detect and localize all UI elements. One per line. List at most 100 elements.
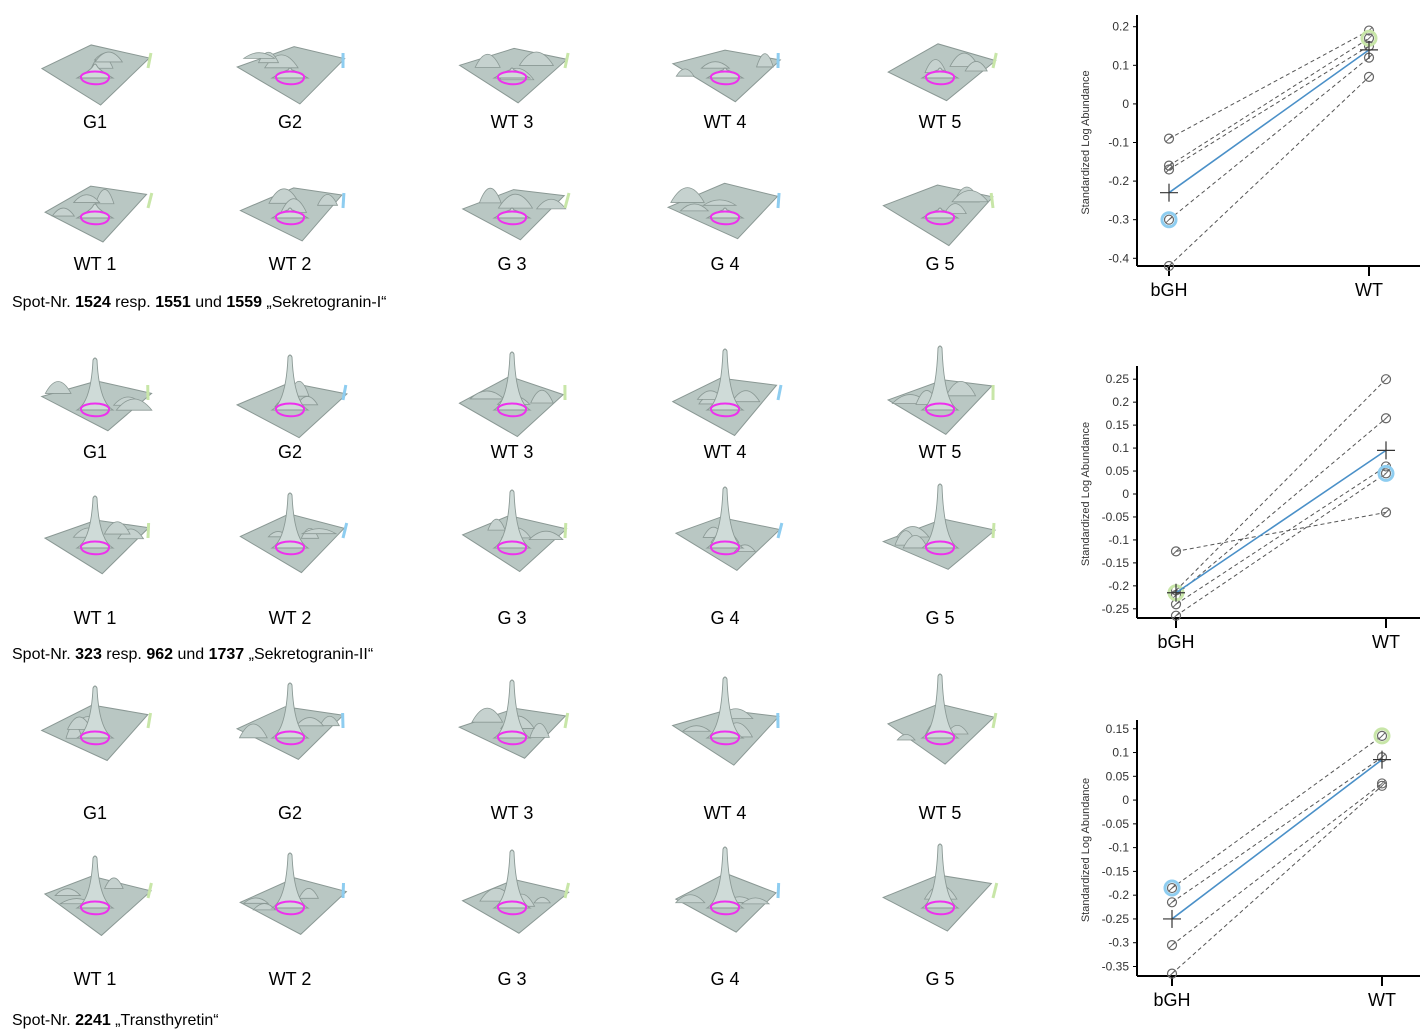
y-tick-label: -0.05 [1102, 510, 1130, 524]
replicate-point [1376, 730, 1388, 741]
replicate-series [1163, 25, 1375, 144]
spot-surface-image [875, 148, 995, 248]
spot-label: WT 4 [703, 442, 747, 462]
spot-label: WT 2 [268, 254, 312, 274]
y-tick-label: -0.1 [1108, 136, 1129, 150]
spot-label: G1 [82, 803, 107, 823]
replicate-point [1166, 882, 1178, 894]
spot-label: WT 3 [490, 803, 534, 823]
spot-label: WT 4 [703, 803, 747, 823]
spot-label: WT 3 [490, 442, 534, 462]
replicate-line [1168, 37, 1370, 167]
spot-label: G2 [277, 803, 302, 823]
replicate-point [1163, 133, 1175, 144]
y-axis-label: Standardized Log Abundance [1080, 70, 1092, 214]
spot-label: G2 [277, 442, 302, 462]
y-tick-label: -0.35 [1102, 959, 1130, 973]
replicate-point [1163, 214, 1175, 225]
spot-label: G1 [82, 442, 107, 462]
spot-surface-image [225, 478, 349, 578]
spot-surface-image [447, 340, 567, 440]
mean-marker [1167, 583, 1185, 602]
spot-label: G 5 [925, 254, 955, 274]
spot-surface-image [660, 340, 783, 440]
spot-surface-image [447, 838, 571, 938]
mean-marker [1163, 909, 1181, 928]
replicate-point [1170, 610, 1182, 621]
spot-label: G 5 [925, 608, 955, 628]
replicate-series [1166, 752, 1388, 908]
y-axis-label: Standardized Log Abundance [1080, 422, 1092, 566]
spot-surface-image [225, 838, 348, 938]
spot-label: G2 [277, 112, 302, 132]
y-tick-label: -0.2 [1108, 579, 1129, 593]
spot-surface-image [447, 8, 570, 108]
spot-surface-image [875, 478, 997, 578]
spot-surface-image [30, 838, 153, 938]
spot-surface-image [660, 148, 781, 248]
x-tick-label: bGH [1157, 632, 1194, 652]
replicate-line [1171, 756, 1383, 903]
caption-3: Spot-Nr. 2241 „Transthyretin“ [12, 1012, 219, 1029]
replicate-series [1163, 71, 1375, 272]
highlight-point [1377, 464, 1395, 482]
y-tick-label: 0.15 [1106, 418, 1130, 432]
replicate-point [1376, 780, 1388, 791]
spot-label: G 4 [710, 608, 740, 628]
replicate-line [1168, 76, 1370, 267]
spot-surface-image [30, 340, 153, 440]
x-tick-label: WT [1372, 632, 1400, 652]
spot-label: WT 1 [73, 254, 117, 274]
y-tick-label: -0.25 [1102, 912, 1130, 926]
replicate-line [1175, 511, 1387, 552]
replicate-series [1170, 413, 1392, 601]
abundance-chart-2: 0.25 0.2 0.15 0.1 0.05 0 -0.05 -0.1 -0.15 -0.2 -0.… [1080, 366, 1420, 652]
replicate-point [1380, 468, 1392, 479]
spot-label: G 3 [497, 254, 527, 274]
spot-surface-image [875, 838, 999, 938]
spot-label: G 3 [497, 969, 527, 989]
caption-1: Spot-Nr. 1524 resp. 1551 und 1559 „Sekre… [12, 294, 387, 311]
spot-surface-image [225, 668, 345, 768]
spot-surface-image [30, 148, 154, 248]
highlight-point [1160, 211, 1178, 229]
spot-label: WT 5 [918, 112, 962, 132]
replicate-point [1163, 164, 1175, 175]
spot-label: WT 1 [73, 969, 117, 989]
caption-2: Spot-Nr. 323 resp. 962 und 1737 „Sekreto… [12, 646, 374, 663]
mean-line [1168, 49, 1370, 194]
y-tick-label: -0.1 [1108, 841, 1129, 855]
spot-surface-image [447, 668, 570, 768]
replicate-point [1363, 71, 1375, 82]
replicate-line [1175, 472, 1387, 617]
replicate-line [1175, 466, 1387, 605]
replicate-line [1171, 785, 1383, 974]
spot-surface-image [225, 8, 346, 108]
spot-surface-image [30, 478, 151, 578]
y-tick-label: 0 [1122, 97, 1129, 111]
replicate-point [1166, 968, 1178, 979]
y-tick-label: -0.3 [1108, 213, 1129, 227]
mean-marker [1377, 441, 1395, 460]
replicate-series [1163, 52, 1375, 225]
y-tick-label: 0.05 [1106, 464, 1130, 478]
replicate-line [1175, 417, 1387, 596]
x-tick-label: WT [1355, 280, 1383, 300]
spot-surface-image [660, 668, 780, 768]
y-tick-label: 0.1 [1112, 441, 1129, 455]
spot-surface-image [447, 478, 568, 578]
replicate-series [1163, 40, 1375, 175]
spot-label: WT 5 [918, 803, 962, 823]
replicate-point [1380, 507, 1392, 518]
spot-label: WT 5 [918, 442, 962, 462]
y-tick-label: 0.05 [1106, 769, 1130, 783]
replicate-line [1171, 735, 1383, 889]
spot-label: G1 [82, 112, 107, 132]
y-tick-label: -0.3 [1108, 936, 1129, 950]
spot-surface-image [875, 340, 995, 440]
highlight-point [1163, 879, 1181, 897]
y-tick-label: -0.15 [1102, 864, 1130, 878]
spot-label: G 3 [497, 608, 527, 628]
spot-label: G 4 [710, 969, 740, 989]
spot-label: WT 2 [268, 608, 312, 628]
